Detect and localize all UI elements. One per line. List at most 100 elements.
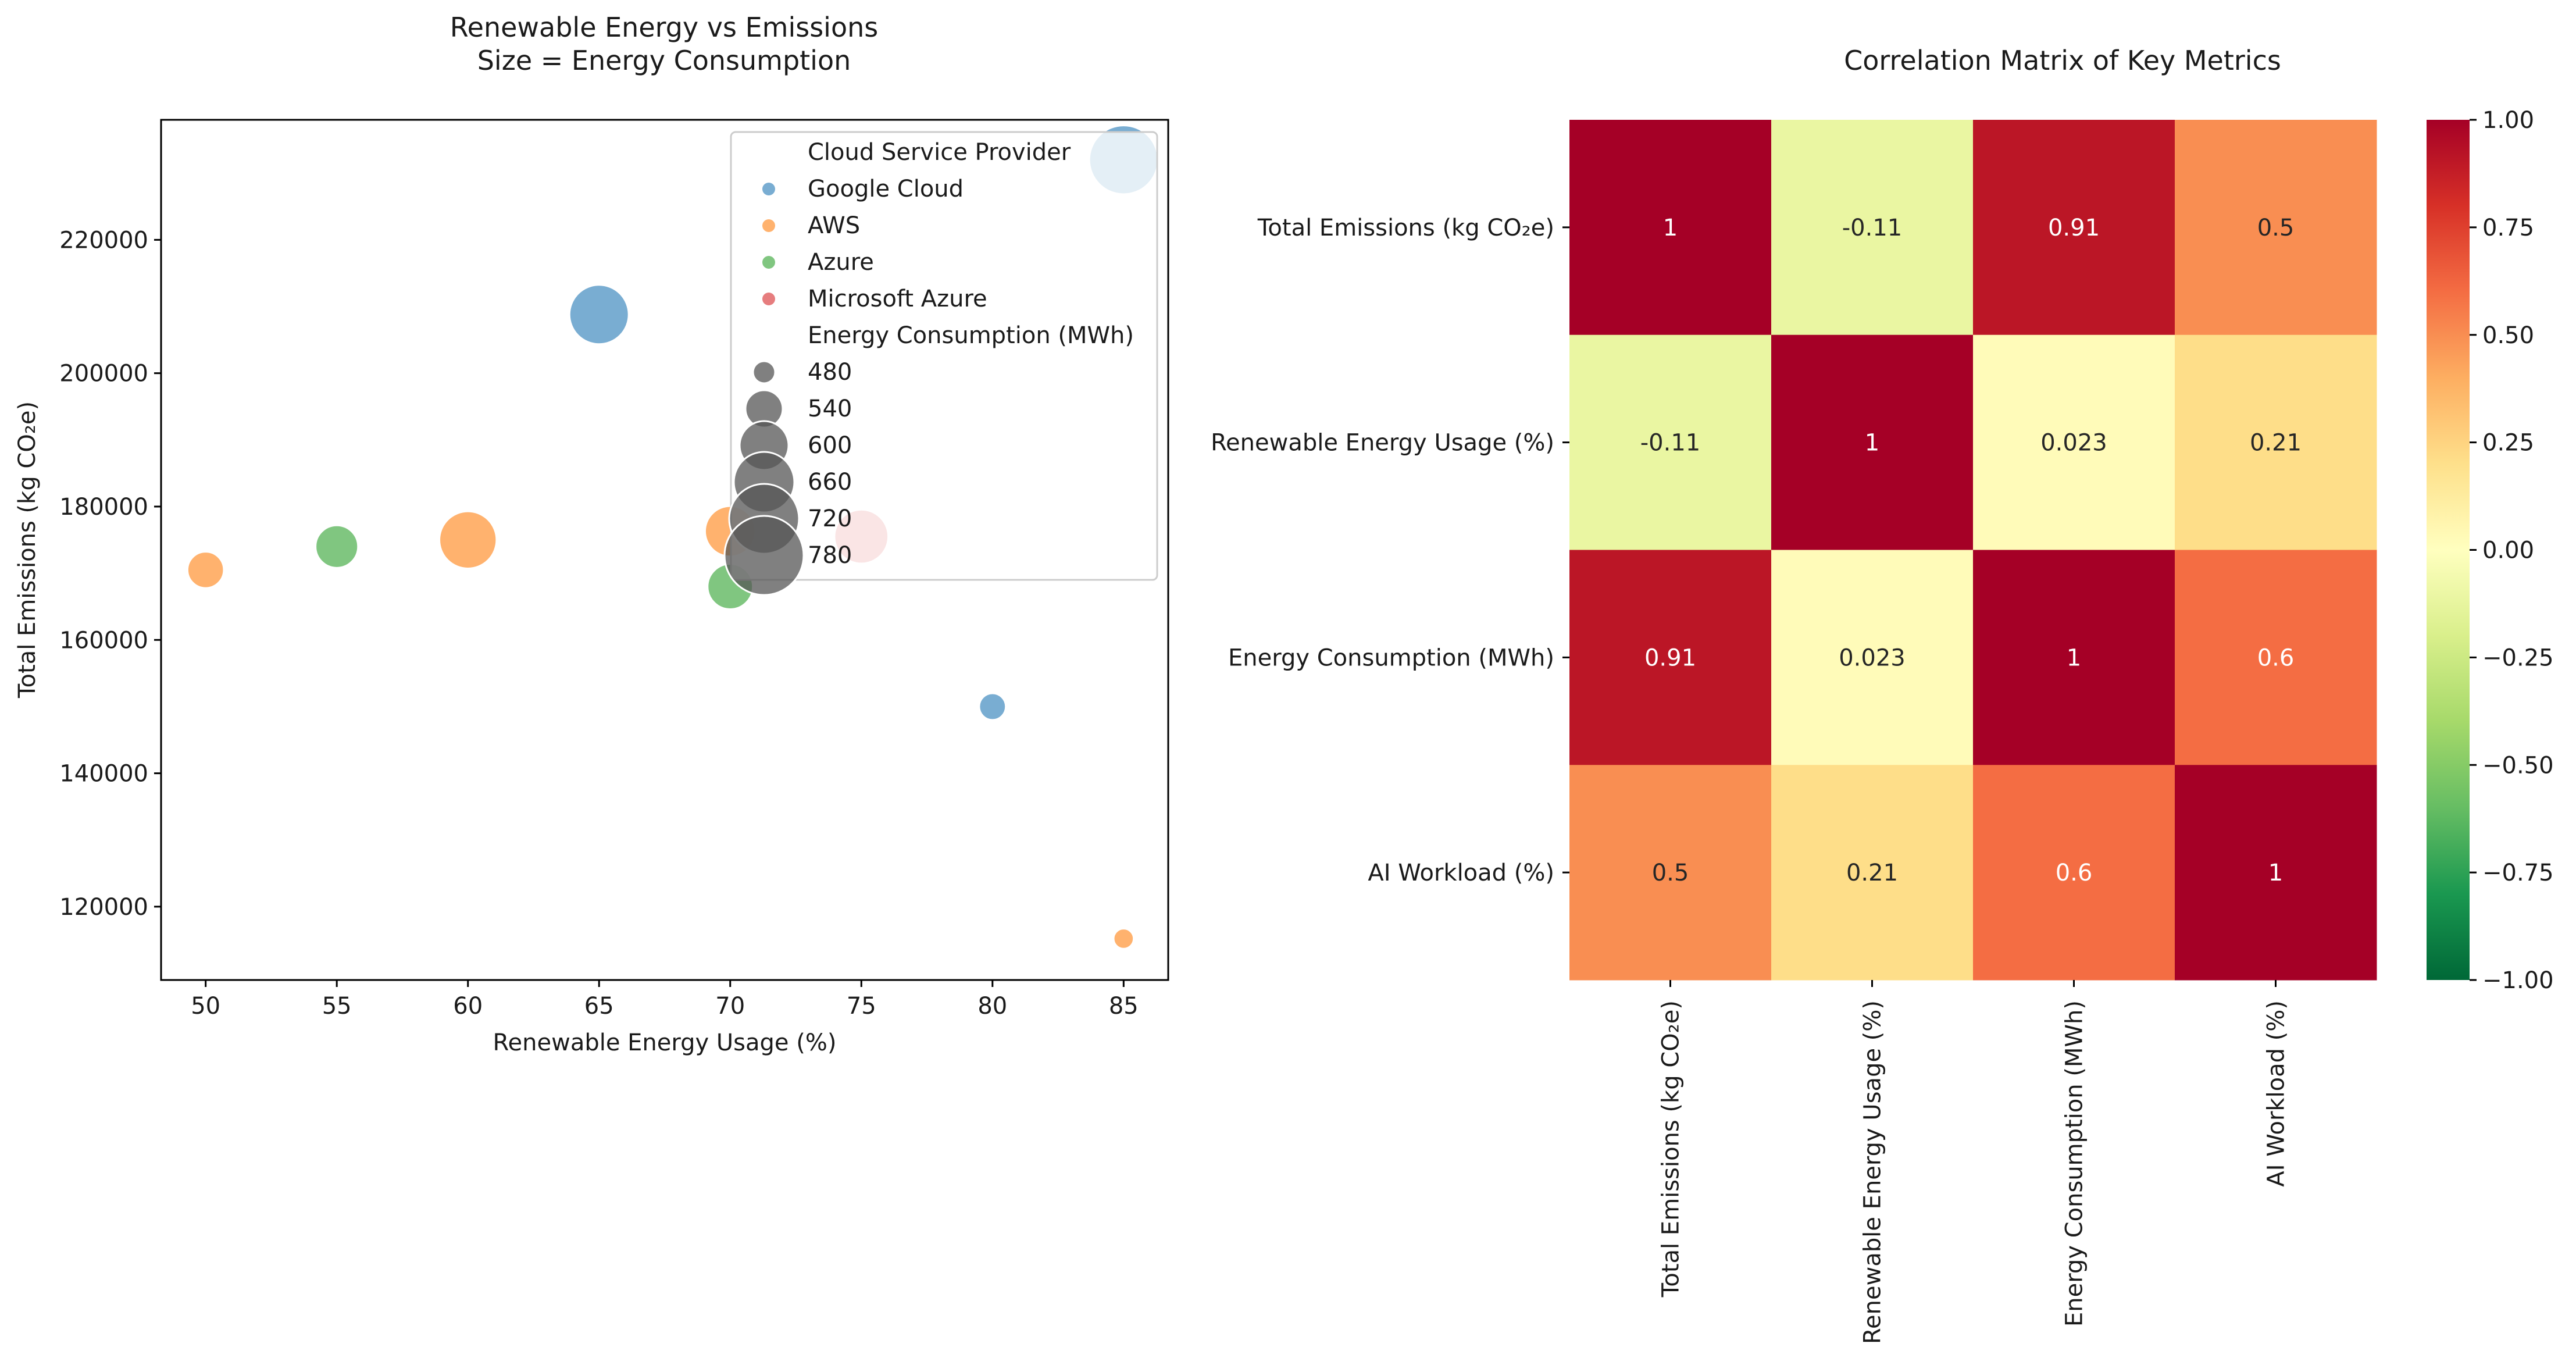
x-tick-label: 60 [453,993,483,1020]
heatmap-cell-value: 1 [1663,215,1678,241]
legend-size-marker [752,360,776,384]
scatter-legend: Cloud Service Provider Google Cloud AWS Az… [723,131,1158,596]
y-tick-label: 220000 [59,227,148,254]
heatmap-row-label: AI Workload (%) [1368,860,1554,886]
colorbar-tick-label: −1.00 [2482,967,2554,994]
colorbar-tick-label: −0.75 [2482,860,2554,886]
heatmap-cell-value: 0.6 [2257,644,2295,671]
scatter-axes: 50 55 60 65 70 75 80 85 120000 140000 160000 180000… [59,227,1138,1020]
legend-label: AWS [808,212,860,239]
heatmap-cell-value: 0.91 [1644,644,1696,671]
scatter-panel: Renewable Energy vs Emissions Size = Ene… [14,12,1169,1056]
scatter-point-aws [438,510,498,569]
scatter-point-google-cloud [978,692,1007,721]
heatmap-cell [1771,550,1974,765]
legend-frame [730,131,1158,581]
legend-label: Microsoft Azure [808,286,987,312]
heatmap-col-label: Total Emissions (kg CO₂e) [1658,1000,1685,1298]
heatmap-cell [1569,120,1772,336]
heatmap-cell-value: 0.023 [1839,644,1906,671]
heatmap-cell [1973,120,2175,336]
heatmap-cell [1973,765,2175,981]
x-tick-label: 75 [847,993,876,1020]
heatmap-cell [1569,765,1772,981]
colorbar-tick-label: 0.25 [2482,430,2534,457]
colorbar-tick-label: 0.00 [2482,537,2534,564]
heatmap-cell-value: 1 [2268,860,2283,886]
heatmap-panel: Correlation Matrix of Key Metrics 1 -0.11… [1211,45,2554,1344]
heatmap-cell-value: 0.21 [2250,430,2302,457]
legend-size-label: 540 [808,395,852,422]
x-tick-label: 65 [584,993,614,1020]
legend-marker [762,256,775,269]
legend-size-title: Energy Consumption (MWh) [808,322,1134,349]
heatmap-cell [2175,765,2377,981]
scatter-point-aws [186,551,225,589]
legend-size-entries: 480 540 600 660 720 780 [723,359,852,596]
heatmap-cell [1569,550,1772,765]
legend-marker [762,293,775,305]
heatmap-cell-value: 0.023 [2040,430,2107,457]
scatter-point-aws [1112,928,1135,950]
legend-size-label: 720 [808,505,852,532]
heatmap-cell [2175,550,2377,765]
colorbar-tick-label: 0.50 [2482,322,2534,349]
heatmap-cell [2175,120,2377,336]
heatmap-cell [1771,334,1974,550]
scatter-subtitle: Size = Energy Consumption [477,45,851,76]
heatmap-row-label: Renewable Energy Usage (%) [1211,430,1554,457]
legend-marker [762,183,775,195]
heatmap-cells: 1 -0.11 0.91 0.5 -0.11 1 0.023 0.21 0.91 0.023 1 0.… [1569,120,2377,981]
heatmap-cell [1771,120,1974,336]
colorbar-tick-label: 0.75 [2482,215,2534,241]
legend-size-marker [723,515,805,596]
colorbar-tick-label: −0.50 [2482,752,2554,779]
scatter-point-azure [315,524,359,569]
heatmap-cell [1569,334,1772,550]
heatmap-col-label: Renewable Energy Usage (%) [1860,1000,1886,1344]
heatmap-labels: Total Emissions (kg CO₂e) Total Emissions… [1211,215,2289,1344]
heatmap-cell-value: 0.91 [2048,215,2100,241]
heatmap-cell-value: 0.21 [1846,860,1898,886]
heatmap-cell-value: 1 [2067,644,2081,671]
legend-hue-title: Cloud Service Provider [808,139,1071,166]
scatter-x-axis-label: Renewable Energy Usage (%) [493,1029,837,1056]
heatmap-cell [1771,765,1974,981]
legend-size-label: 780 [808,542,852,569]
scatter-plot-frame [160,119,1169,981]
heatmap-cell [1973,334,2175,550]
heatmap-cell-value: 0.5 [2257,215,2295,241]
y-tick-label: 120000 [59,894,148,921]
heatmap-cell-value: 0.5 [1652,860,1689,886]
x-tick-label: 50 [191,993,220,1020]
scatter-y-axis-label: Total Emissions (kg CO₂e) [14,401,41,699]
heatmap-cell-value: -0.11 [1842,215,1903,241]
heatmap-col-label: AI Workload (%) [2263,1000,2290,1187]
legend-hue-entries: Google Cloud AWS Azure Microsoft Azure [762,176,987,312]
legend-label: Google Cloud [808,176,964,202]
y-tick-label: 140000 [59,761,148,787]
x-tick-label: 85 [1109,993,1139,1020]
legend-size-label: 480 [808,359,852,386]
heatmap-row-label: Total Emissions (kg CO₂e) [1257,215,1554,241]
heatmap-title: Correlation Matrix of Key Metrics [1844,45,2281,76]
legend-marker [762,219,775,232]
colorbar-ticks: 1.00 0.75 0.50 0.25 0.00 −0.25 −0.50 −0.75 −1.00 [2470,107,2554,994]
colorbar [2427,120,2470,980]
scatter-title: Renewable Energy vs Emissions [450,12,878,43]
legend-size-label: 660 [808,469,852,496]
colorbar-tick-label: −0.25 [2482,644,2554,671]
heatmap-col-label: Energy Consumption (MWh) [2061,1000,2088,1327]
heatmap-cell-value: 1 [1865,430,1879,457]
x-tick-label: 55 [322,993,352,1020]
heatmap-cell-value: -0.11 [1640,430,1701,457]
x-tick-label: 70 [715,993,745,1020]
heatmap-cell [2175,334,2377,550]
y-tick-label: 180000 [59,494,148,521]
heatmap-cell-value: 0.6 [2056,860,2093,886]
colorbar-tick-label: 1.00 [2482,107,2534,134]
scatter-point-google-cloud [568,284,630,345]
x-tick-label: 80 [977,993,1007,1020]
y-tick-label: 200000 [59,361,148,387]
